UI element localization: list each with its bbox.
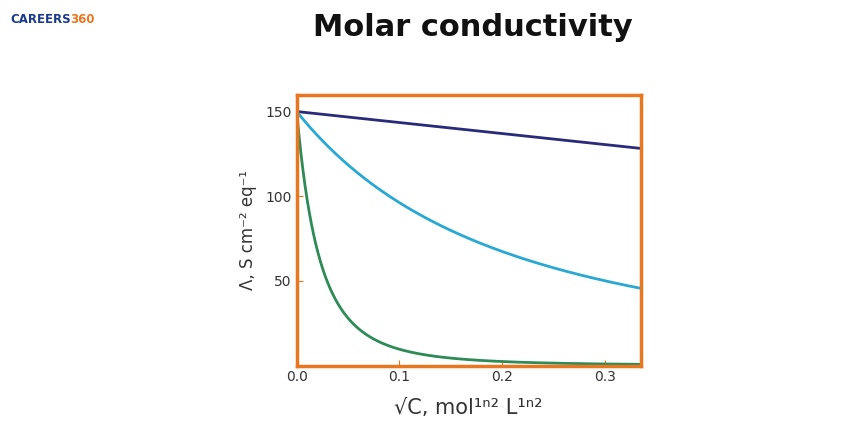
Text: CAREERS: CAREERS: [10, 13, 71, 26]
Text: 360: 360: [71, 13, 95, 26]
Y-axis label: Λ, S cm⁻² eq⁻¹: Λ, S cm⁻² eq⁻¹: [239, 170, 257, 290]
Text: Molar conductivity: Molar conductivity: [313, 13, 633, 42]
X-axis label: √C, mol¹ⁿ² L¹ⁿ²: √C, mol¹ⁿ² L¹ⁿ²: [395, 398, 543, 418]
